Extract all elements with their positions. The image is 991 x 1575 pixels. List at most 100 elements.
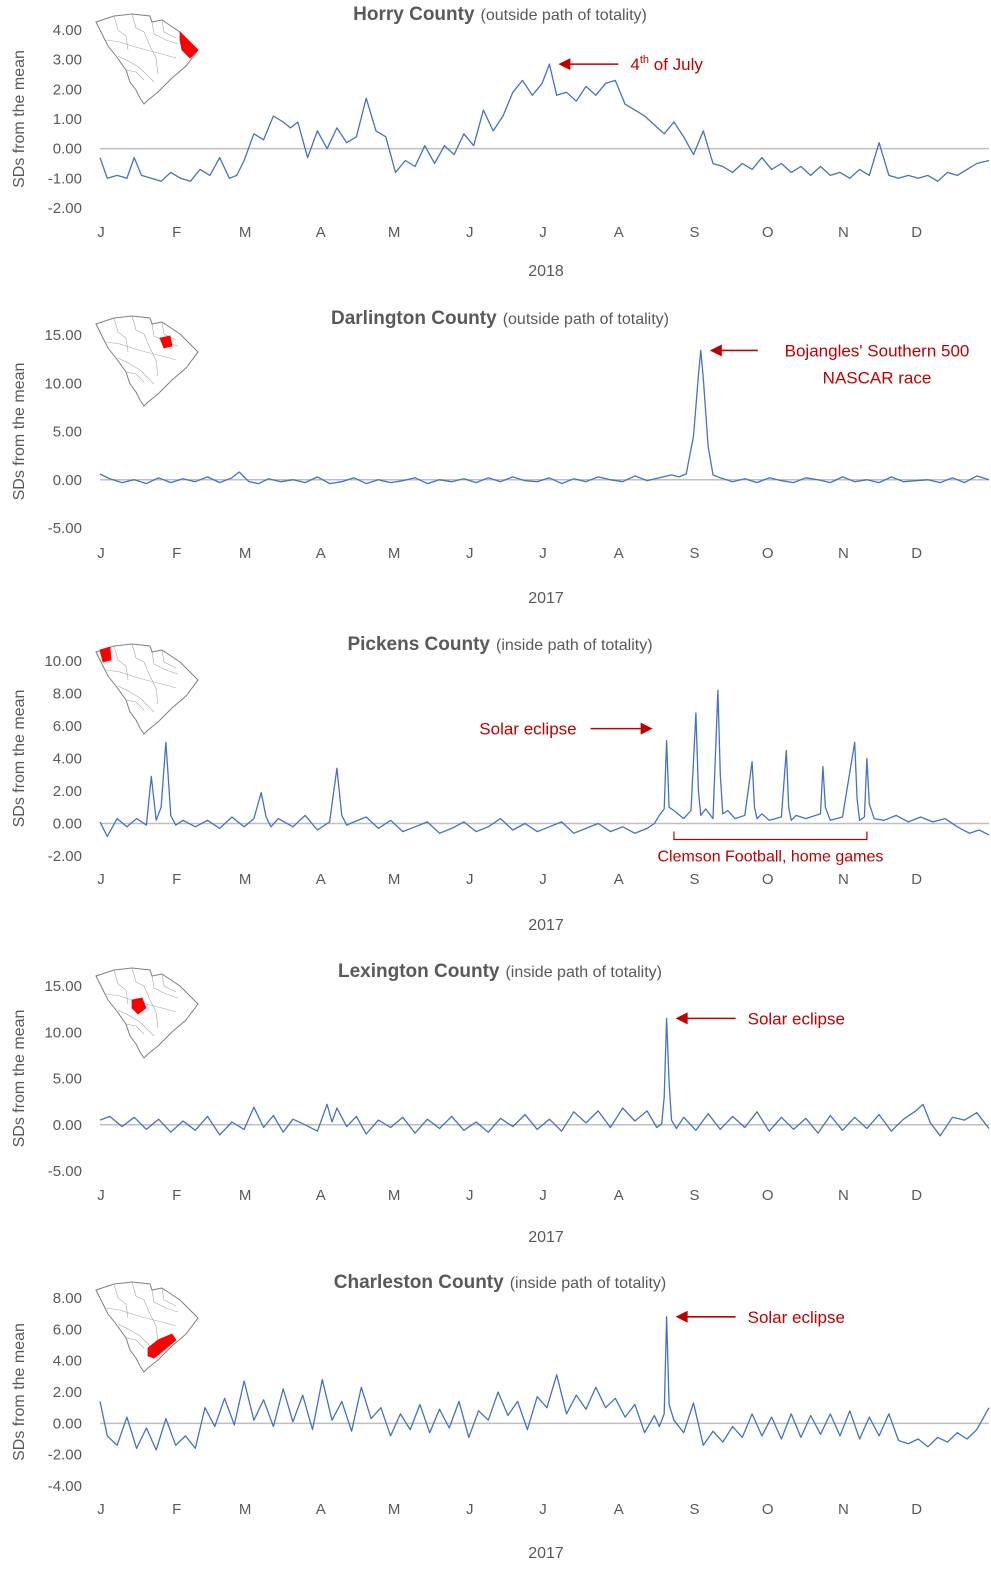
chart-title-county: Pickens County	[347, 634, 490, 655]
y-tick-label: 0.00	[53, 472, 82, 489]
x-tick-label-7: A	[614, 1187, 624, 1204]
y-tick-label: 4.00	[53, 22, 82, 39]
annotation-label: Solar eclipse	[748, 1308, 845, 1327]
chart-panel-3: Pickens County (inside path of totality) S…	[11, 634, 990, 934]
y-axis-label: SDs from the mean	[11, 1323, 28, 1461]
y-axis-label: SDs from the mean	[11, 363, 28, 501]
y-tick-label: 0.00	[53, 141, 82, 158]
sc-map-charleston	[95, 1281, 199, 1373]
series-line	[99, 1017, 990, 1137]
county-border-3	[117, 357, 155, 385]
y-tick-label: 0.00	[53, 1117, 82, 1134]
chart-subtitle: (inside path of totality)	[505, 964, 662, 981]
y-tick-label: 6.00	[53, 1321, 82, 1338]
y-tick-label: -2.00	[48, 1447, 82, 1464]
x-tick-label-11: D	[911, 545, 922, 562]
x-tick-label-10: N	[838, 871, 849, 888]
annotation-arrowhead	[675, 1012, 688, 1025]
annotation-arrowhead	[675, 1310, 688, 1323]
series-line	[99, 63, 990, 182]
event-annotation-1: Solar eclipse	[479, 720, 653, 739]
y-tick-label: 5.00	[53, 424, 82, 441]
x-tick-label-0: J	[97, 1187, 105, 1204]
x-tick-label-5: J	[466, 545, 474, 562]
county-border-5	[125, 1337, 145, 1349]
event-annotation-1: Solar eclipse	[675, 1308, 845, 1327]
y-tick-label: 10.00	[44, 1024, 82, 1041]
x-tick-label-10: N	[838, 545, 849, 562]
bracket-line	[673, 831, 868, 841]
x-tick-label-8: S	[689, 545, 699, 562]
x-tick-label-0: J	[97, 871, 105, 888]
annotation-label-sup: th	[640, 54, 649, 66]
chart-subtitle: (outside path of totality)	[481, 7, 647, 24]
y-tick-label: 4.00	[53, 751, 82, 768]
sc-outline	[95, 315, 199, 407]
x-tick-label-6: J	[539, 871, 547, 888]
county-border-4	[151, 975, 179, 999]
y-tick-label: 0.00	[53, 1415, 82, 1432]
annotation-label: Solar eclipse	[748, 1009, 845, 1028]
y-tick-label: 8.00	[53, 686, 82, 703]
county-border-1	[131, 13, 159, 75]
sc-outline	[95, 643, 199, 735]
annotation-arrowhead	[558, 58, 571, 71]
county-border-4	[151, 21, 179, 45]
chart-panel-1: Horry County (outside path of totality) SD…	[11, 4, 990, 280]
y-tick-label: 2.00	[53, 783, 82, 800]
x-tick-label-1: F	[172, 871, 181, 888]
y-tick-label: -1.00	[48, 170, 82, 187]
x-tick-label-3: A	[316, 1501, 326, 1518]
y-tick-label: -5.00	[48, 1163, 82, 1180]
y-tick-label: 2.00	[53, 1384, 82, 1401]
chart-subtitle: (inside path of totality)	[496, 637, 653, 654]
county-border-4	[151, 1289, 179, 1313]
county-border-3	[117, 685, 155, 713]
y-tick-label: -5.00	[48, 520, 82, 537]
y-tick-label: 5.00	[53, 1071, 82, 1088]
x-tick-label-3: A	[316, 224, 326, 241]
x-axis-year: 2017	[528, 1229, 564, 1246]
x-tick-label-3: A	[316, 1187, 326, 1204]
x-tick-label-3: A	[316, 545, 326, 562]
y-tick-label: 10.00	[44, 653, 82, 670]
county-border-6	[161, 1287, 177, 1307]
y-tick-label: 1.00	[53, 111, 82, 128]
x-tick-label-9: O	[762, 1501, 774, 1518]
x-tick-label-5: J	[466, 1501, 474, 1518]
county-border-1	[131, 967, 159, 1029]
county-border-2	[105, 669, 177, 689]
chart-title: Darlington County (outside path of totali…	[331, 308, 669, 329]
x-tick-label-10: N	[838, 1187, 849, 1204]
chart-title-county: Lexington County	[338, 961, 500, 982]
annotation-label-main: 4	[630, 55, 639, 74]
y-axis-label: SDs from the mean	[11, 50, 28, 188]
county-border-6	[161, 649, 177, 669]
x-tick-label-3: A	[316, 871, 326, 888]
chart-title: Charleston County (inside path of totalit…	[334, 1272, 666, 1293]
event-annotation-1: Bojangles' Southern 500 NASCAR race	[709, 341, 970, 387]
x-tick-label-1: F	[172, 224, 181, 241]
highlighted-county	[99, 646, 112, 663]
chart-panel-4: Lexington County (inside path of totality…	[11, 961, 990, 1246]
county-border-1	[131, 643, 159, 705]
x-tick-label-2: M	[239, 545, 252, 562]
chart-title-county: Horry County	[353, 4, 475, 25]
annotation-label: Bojangles' Southern 500	[785, 341, 970, 360]
x-tick-label-8: S	[689, 1187, 699, 1204]
x-tick-label-6: J	[539, 545, 547, 562]
y-tick-label: 6.00	[53, 718, 82, 735]
chart-title: Lexington County (inside path of totality…	[338, 961, 662, 982]
highlighted-county	[179, 31, 199, 59]
x-tick-label-5: J	[466, 871, 474, 888]
sc-map-lexington	[95, 967, 199, 1059]
x-tick-label-5: J	[466, 224, 474, 241]
y-tick-label: 15.00	[44, 327, 82, 344]
event-annotation-1: 4th of July	[558, 54, 703, 74]
y-tick-label: -2.00	[48, 200, 82, 217]
annotation-label-2: NASCAR race	[823, 368, 932, 387]
county-border-5	[125, 69, 145, 81]
y-tick-label: -4.00	[48, 1478, 82, 1495]
